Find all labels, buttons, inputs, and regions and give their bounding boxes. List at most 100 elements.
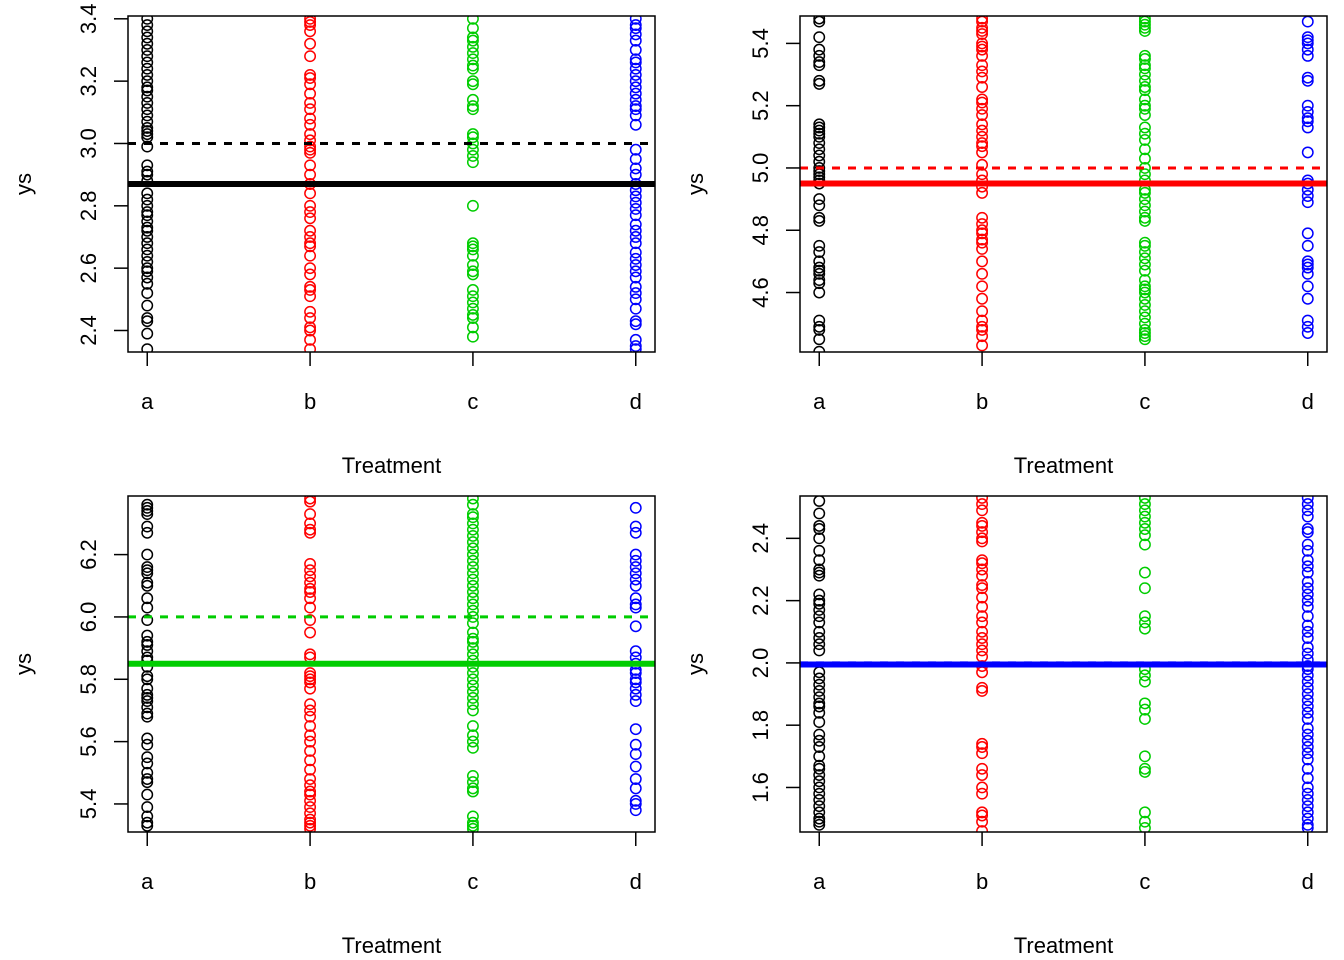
data-point [976,109,989,121]
data-point [976,644,989,657]
data-point [976,186,989,199]
data-point [976,280,989,293]
data-point [1138,280,1151,293]
data-point [1301,818,1314,831]
data-point [1301,741,1314,753]
data-point [141,277,154,290]
data-point [1301,261,1314,274]
data-point [976,224,989,237]
data-point [141,766,154,779]
data-point [466,290,479,303]
data-point [1138,214,1151,227]
data-point [1138,582,1151,595]
data-point [141,682,154,695]
data-point [304,807,317,820]
data-point [629,548,642,561]
data-point [466,704,479,717]
data-point [141,109,154,122]
data-point [813,800,826,813]
data-point [304,570,317,583]
data-point [304,240,317,253]
data-point [1138,765,1151,778]
data-point [813,697,826,710]
data-point [976,24,989,37]
data-point [629,231,642,243]
data-point [1138,236,1151,249]
data-point [141,751,154,764]
plot-area [128,496,655,832]
data-point [1301,37,1314,50]
data-point [1138,283,1151,296]
data-point [466,508,479,521]
data-point [976,314,989,327]
data-point [466,302,479,315]
data-point [1138,252,1151,265]
data-point [141,231,154,243]
data-point [1301,700,1314,713]
data-point [304,187,317,200]
data-point [629,280,642,293]
data-point [304,50,317,63]
data-point [1301,31,1314,44]
data-point [1138,498,1151,511]
y-tick-label: 6.0 [76,602,101,633]
data-point [629,271,642,284]
data-point [141,75,154,88]
data-point [141,193,154,206]
data-point [813,728,826,741]
data-point [466,604,479,617]
data-point [976,681,989,694]
data-point [629,190,642,203]
data-point [141,773,154,785]
data-point [304,16,317,25]
data-point [466,635,479,648]
data-point [976,632,989,644]
data-point [304,268,317,281]
data-point [304,72,317,84]
data-point [813,56,826,69]
data-point [813,320,826,333]
data-point [466,131,479,144]
data-point [466,62,479,75]
data-point [304,676,317,689]
data-point [813,554,826,567]
data-point [813,566,826,579]
data-point [1138,143,1151,156]
data-point [813,672,826,685]
data-point [1138,93,1151,106]
data-point [1301,566,1314,579]
data-point [629,673,642,686]
data-point [1138,102,1151,115]
data-point [1301,594,1314,607]
data-point [1138,274,1151,287]
data-point [629,196,642,209]
data-point [1301,772,1314,785]
data-point [1138,264,1151,277]
data-point [813,118,826,131]
data-point [629,81,642,94]
x-tick-label: a [141,869,154,894]
data-point [304,128,317,141]
plot-frame [127,495,656,833]
data-point [1138,286,1151,299]
data-point [141,103,154,116]
x-tick-label: b [304,389,316,414]
data-point [141,125,154,137]
data-point [629,760,642,773]
data-point [629,293,642,306]
data-point [1138,516,1151,529]
data-point [1301,43,1314,56]
y-tick-label: 4.8 [748,215,773,246]
data-point [1301,560,1314,573]
data-point [976,21,989,34]
data-point [976,140,989,153]
data-point [976,815,989,828]
data-point [629,782,642,795]
data-point [629,44,642,56]
data-point [976,81,989,93]
data-point [813,333,826,346]
data-point [141,90,154,103]
data-point [141,315,154,328]
data-point [304,704,317,717]
